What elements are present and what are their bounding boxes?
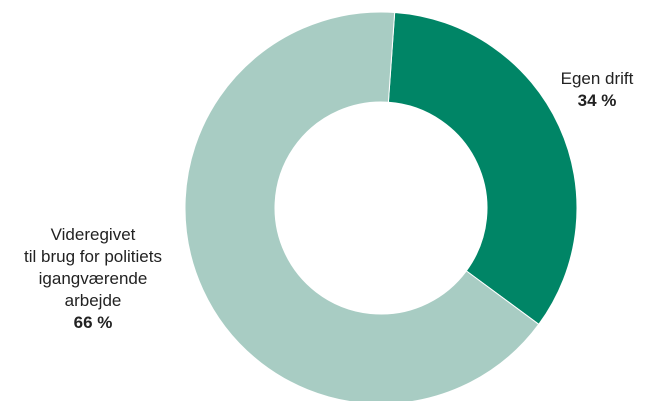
slice-egen-drift <box>387 11 578 326</box>
slice-videregivet <box>184 11 540 401</box>
donut-slices <box>184 11 578 401</box>
slice-label-videregivet-line-4: arbejde <box>64 291 122 310</box>
slice-label-egen-drift-value: 34 % <box>577 91 617 110</box>
slice-label-videregivet-value: 66 % <box>73 313 113 332</box>
slice-label-egen-drift: Egen drift 34 % <box>548 68 646 112</box>
slice-label-videregivet-line-1: Videregivet <box>50 225 136 244</box>
slice-label-egen-drift-name: Egen drift <box>560 69 634 88</box>
slice-label-videregivet-line-3: igangværende <box>38 269 148 288</box>
slice-label-videregivet-line-2: til brug for politiets <box>24 247 162 266</box>
slice-label-videregivet: Videregivet til brug for politiets igang… <box>0 224 186 334</box>
